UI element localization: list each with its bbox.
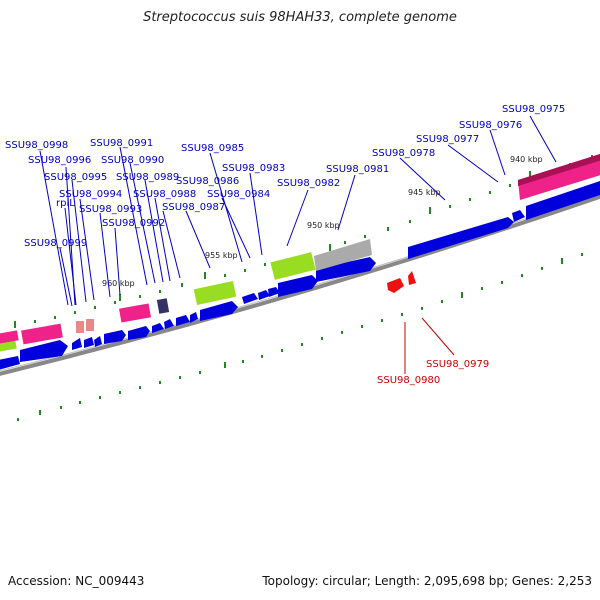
trna-feature-1	[76, 321, 84, 333]
gene-label-ssu98-0994: SSU98_0994	[59, 189, 122, 200]
kbp-label-945: 945 kbp	[408, 188, 441, 197]
gene-label-ssu98-0995: SSU98_0995	[44, 172, 107, 183]
gene-label-ssu98-0999: SSU98_0999	[24, 238, 87, 249]
gene-label-ssu98-0996: SSU98_0996	[28, 155, 91, 166]
gene-label-ssu98-0979: SSU98_0979	[426, 359, 489, 370]
gene-label-ssu98-0977: SSU98_0977	[416, 134, 479, 145]
gene-label-ssu98-0980: SSU98_0980	[377, 375, 440, 386]
gene-label-ssu98-0989: SSU98_0989	[116, 172, 179, 183]
gene-label-ssu98-0992: SSU98_0992	[102, 218, 165, 229]
map-title: Streptococcus suis 98HAH33, complete gen…	[143, 10, 457, 25]
gray-feature	[314, 239, 372, 271]
dark-feature	[156, 298, 170, 314]
gene-label-ssu98-0991: SSU98_0991	[90, 138, 153, 149]
genome-backbone	[0, 194, 600, 376]
genome-stats-label: Topology: circular; Length: 2,095,698 bp…	[262, 574, 592, 588]
gene-label-ssu98-0981: SSU98_0981	[326, 164, 389, 175]
kbp-label-960: 960 kbp	[102, 279, 135, 288]
gene-label-ssu98-0983: SSU98_0983	[222, 163, 285, 174]
gene-label-ssu98-0985: SSU98_0985	[181, 143, 244, 154]
rrna-feature-pink-1	[0, 330, 19, 344]
gene-label-ssu98-0984: SSU98_0984	[207, 189, 270, 200]
gene-label-ssu98-0993: SSU98_0993	[79, 204, 142, 215]
gene-label-ssu98-0988: SSU98_0988	[133, 189, 196, 200]
gene-label-ssu98-0976: SSU98_0976	[459, 120, 522, 131]
inner-tick-track	[17, 253, 583, 421]
label-leaders	[39, 115, 557, 307]
rrna-feature-pink-3	[119, 303, 151, 323]
trna-feature-2	[86, 319, 94, 331]
gene-label-rplL: rplL	[56, 198, 75, 209]
rrna-feature-pink-2	[21, 323, 63, 345]
gene-label-ssu98-0990: SSU98_0990	[101, 155, 164, 166]
red-feature-0979	[408, 271, 416, 285]
gene-label-ssu98-0998: SSU98_0998	[5, 140, 68, 151]
gene-label-ssu98-0987: SSU98_0987	[162, 202, 225, 213]
red-label-leaders	[404, 317, 455, 374]
kbp-label-955: 955 kbp	[205, 251, 238, 260]
gene-label-ssu98-0986: SSU98_0986	[176, 176, 239, 187]
accession-label: Accession: NC_009443	[8, 574, 145, 588]
gene-label-ssu98-0975: SSU98_0975	[502, 104, 565, 115]
gene-label-ssu98-0982: SSU98_0982	[277, 178, 340, 189]
kbp-label-940: 940 kbp	[510, 155, 543, 164]
kbp-label-950: 950 kbp	[307, 221, 340, 230]
misc-feature-green-1	[193, 281, 237, 305]
gene-label-ssu98-0978: SSU98_0978	[372, 148, 435, 159]
red-feature-0980	[387, 278, 404, 293]
outer-tick-track	[14, 155, 593, 328]
misc-feature-green-2	[270, 252, 316, 280]
cds-features	[0, 181, 600, 370]
